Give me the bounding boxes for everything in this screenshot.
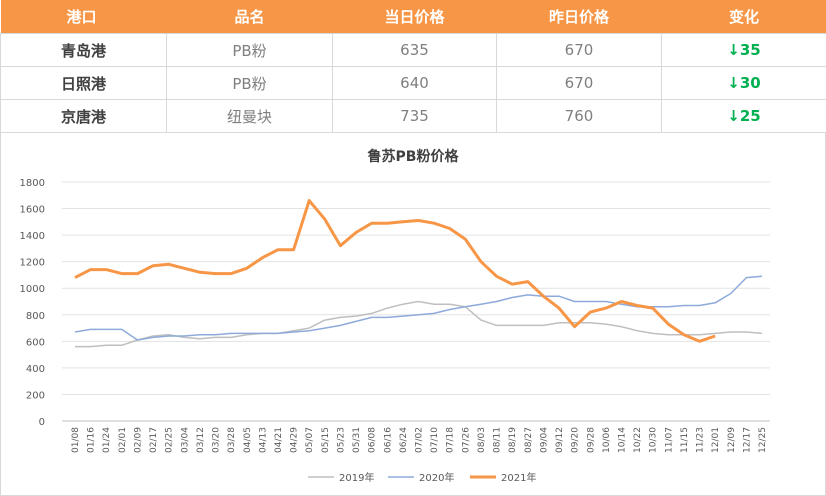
header-change: 变化 [661, 0, 826, 34]
header-port: 港口 [0, 0, 167, 34]
x-tick-label: 02/25 [165, 427, 175, 453]
x-tick-label: 05/23 [336, 427, 346, 453]
x-tick-label: 05/07 [305, 427, 315, 453]
x-tick-label: 10/30 [649, 427, 659, 453]
x-tick-label: 06/08 [368, 427, 378, 453]
series-line-3 [74, 199, 716, 343]
price-table: 港口 品名 当日价格 昨日价格 变化 青岛港 PB粉 635 670 ↓35 日… [0, 0, 826, 133]
x-tick-label: 07/26 [461, 427, 471, 453]
x-tick-label: 01/24 [102, 427, 112, 453]
x-tick-label: 02/17 [149, 427, 159, 453]
x-tick-label: 03/28 [227, 427, 237, 453]
cell-yesterday-price: 670 [496, 33, 662, 67]
table-row: 京唐港 纽曼块 735 760 ↓25 [0, 99, 826, 133]
legend-label: 2019年 [339, 471, 374, 484]
cell-product: PB粉 [166, 66, 333, 100]
header-product: 品名 [166, 0, 333, 34]
header-today-price: 当日价格 [332, 0, 497, 34]
x-tick-label: 09/28 [586, 427, 596, 453]
cell-port: 京唐港 [0, 99, 167, 133]
legend: 2019年 2020年 2021年 [308, 471, 536, 484]
cell-change: ↓25 [661, 99, 826, 133]
y-tick-label: 400 [26, 364, 45, 375]
x-tick-label: 10/14 [617, 427, 627, 453]
cell-yesterday-price: 760 [496, 99, 662, 133]
x-tick-label: 04/13 [258, 427, 268, 453]
x-tick-label: 10/22 [633, 427, 643, 453]
x-tick-label: 08/11 [493, 427, 503, 453]
table-header-row: 港口 品名 当日价格 昨日价格 变化 [0, 0, 826, 34]
x-tick-label: 09/04 [539, 427, 549, 453]
chart-title: 鲁苏PB粉价格 [367, 148, 460, 165]
gridlines [62, 181, 770, 422]
x-tick-label: 02/01 [118, 427, 128, 453]
x-tick-label: 04/05 [243, 427, 253, 453]
x-tick-label: 08/03 [477, 427, 487, 453]
header-yesterday-price: 昨日价格 [496, 0, 662, 34]
x-tick-label: 12/01 [711, 427, 721, 453]
cell-port: 青岛港 [0, 33, 167, 67]
x-tick-label: 07/02 [415, 427, 425, 453]
cell-port: 日照港 [0, 66, 167, 100]
cell-today-price: 640 [332, 66, 497, 100]
x-tick-label: 06/24 [399, 427, 409, 453]
x-tick-label: 11/15 [680, 427, 690, 453]
x-tick-label: 12/17 [742, 427, 752, 453]
x-tick-label: 11/23 [696, 427, 706, 453]
cell-today-price: 735 [332, 99, 497, 133]
y-tick-label: 600 [26, 337, 45, 348]
y-axis-ticks: 0 200 400 600 800 1000 1200 1400 1600 1800 [20, 178, 45, 428]
price-chart: 鲁苏PB粉价格 0 200 400 600 800 1000 1200 1400 1600 180… [0, 132, 826, 496]
y-tick-label: 1000 [20, 284, 45, 295]
x-axis-ticks: 01/08 01/16 01/24 02/01 02/09 02/17 02/25 03/04… [71, 427, 768, 453]
cell-product: PB粉 [166, 33, 333, 67]
y-tick-label: 200 [26, 390, 45, 401]
y-tick-label: 1800 [20, 178, 45, 189]
x-tick-label: 05/31 [352, 427, 362, 453]
cell-change: ↓35 [661, 33, 826, 67]
series-line-1 [75, 300, 763, 348]
series-lines [74, 199, 763, 348]
x-tick-label: 04/21 [274, 427, 284, 453]
cell-yesterday-price: 670 [496, 66, 662, 100]
table-row: 青岛港 PB粉 635 670 ↓35 [0, 33, 826, 67]
x-tick-label: 05/15 [321, 427, 331, 453]
x-tick-label: 08/27 [524, 427, 534, 453]
x-tick-label: 08/19 [508, 427, 518, 453]
x-tick-label: 09/20 [571, 427, 581, 453]
x-tick-label: 04/29 [290, 427, 300, 453]
x-tick-label: 11/07 [664, 427, 674, 453]
y-tick-label: 0 [39, 417, 45, 428]
y-tick-label: 1400 [20, 231, 45, 242]
legend-label: 2020年 [419, 471, 454, 484]
x-tick-label: 03/12 [196, 427, 206, 453]
cell-product: 纽曼块 [166, 99, 333, 133]
x-tick-label: 03/20 [212, 427, 222, 453]
x-tick-label: 02/09 [133, 427, 143, 453]
x-tick-label: 12/09 [727, 427, 737, 453]
x-tick-label: 07/18 [446, 427, 456, 453]
cell-change: ↓30 [661, 66, 826, 100]
x-tick-label: 10/06 [602, 427, 612, 453]
x-tick-label: 01/16 [87, 427, 97, 453]
legend-label: 2021年 [501, 471, 536, 484]
x-tick-label: 06/16 [383, 427, 393, 453]
line-chart-svg: 鲁苏PB粉价格 0 200 400 600 800 1000 1200 1400 1600 180… [0, 132, 826, 496]
y-tick-label: 1200 [20, 258, 45, 269]
y-tick-label: 1600 [20, 205, 45, 216]
cell-today-price: 635 [332, 33, 497, 67]
x-tick-label: 01/08 [71, 427, 81, 453]
x-tick-label: 12/25 [758, 427, 768, 453]
x-tick-label: 03/04 [180, 427, 190, 453]
x-tick-label: 09/12 [555, 427, 565, 453]
table-row: 日照港 PB粉 640 670 ↓30 [0, 66, 826, 100]
x-tick-label: 07/10 [430, 427, 440, 453]
y-tick-label: 800 [26, 311, 45, 322]
